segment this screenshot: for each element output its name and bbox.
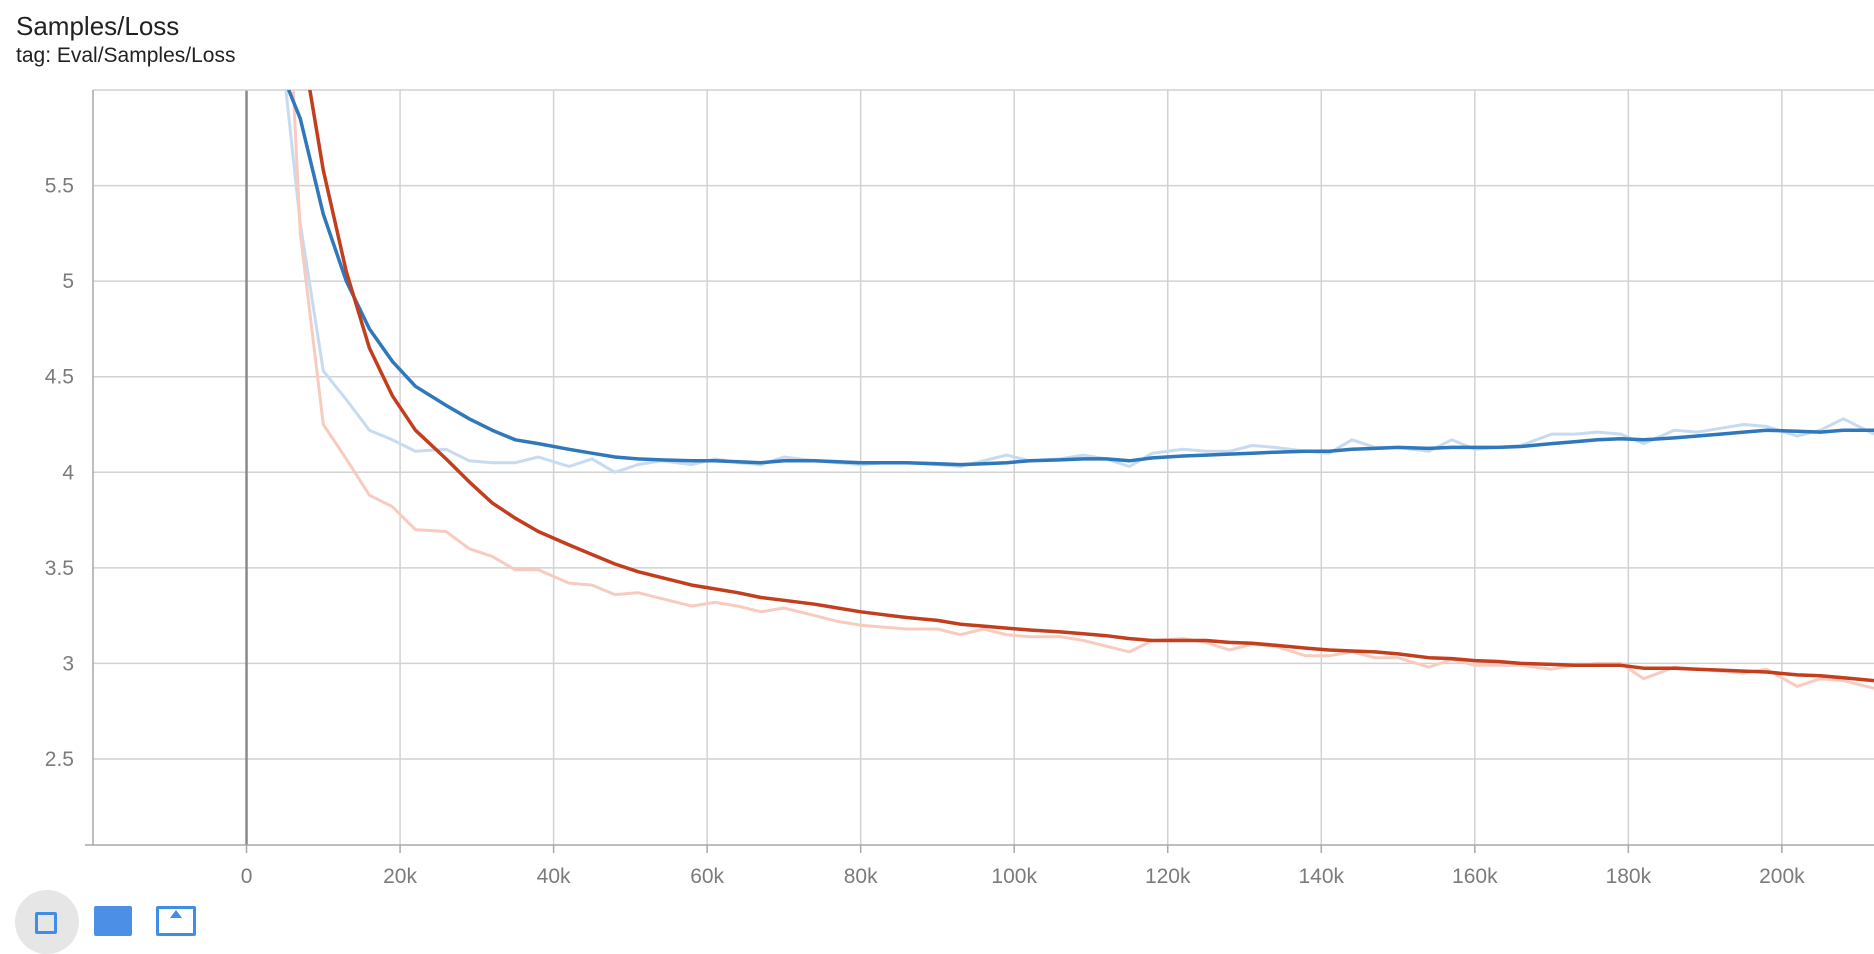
x-tick-label: 20k — [383, 865, 417, 888]
raw-series-line-2 — [291, 90, 1874, 690]
line-chart[interactable]: 2.5 3 3.5 4 4.5 5 5.5 0 20k 40k 60k 80k 100k 120k 140k… — [0, 0, 1874, 914]
y-tick-label: 3.5 — [45, 557, 74, 580]
x-tick-label: 0 — [241, 865, 253, 888]
x-tick-label: 160k — [1452, 865, 1498, 888]
download-button[interactable] — [156, 906, 196, 936]
axes — [85, 90, 1874, 853]
raw-series-line-1 — [284, 90, 1874, 474]
raw-series-layer — [284, 90, 1874, 690]
fit-to-data-button[interactable] — [15, 890, 79, 954]
grid-lines — [93, 89, 1874, 845]
x-tick-label: 200k — [1759, 865, 1805, 888]
y-tick-label: 4.5 — [45, 366, 74, 389]
x-tick-label: 60k — [690, 865, 724, 888]
x-tick-label: 180k — [1606, 865, 1652, 888]
fit-to-data-icon — [35, 912, 57, 934]
log-scale-button[interactable] — [94, 906, 132, 936]
x-tick-label: 140k — [1299, 865, 1345, 888]
smoothed-series-line-1 — [286, 90, 1874, 467]
download-icon — [170, 910, 182, 918]
x-tick-label: 100k — [991, 865, 1037, 888]
y-tick-label: 3 — [62, 652, 74, 675]
x-tick-label: 120k — [1145, 865, 1191, 888]
y-tick-label: 4 — [62, 461, 74, 484]
chart-tag: tag: Eval/Samples/Loss — [16, 44, 236, 67]
smoothed-series-line-2 — [308, 90, 1874, 683]
y-tick-label: 5.5 — [45, 175, 74, 198]
tick-labels: 2.5 3 3.5 4 4.5 5 5.5 0 20k 40k 60k 80k 100k 120k 140k… — [45, 175, 1805, 888]
chart-toolbar — [0, 886, 260, 954]
chart-title: Samples/Loss — [16, 11, 180, 41]
smoothed-series-layer — [286, 90, 1874, 683]
y-tick-label: 5 — [62, 270, 74, 293]
x-tick-label: 40k — [537, 865, 571, 888]
y-tick-label: 2.5 — [45, 748, 74, 771]
card-header: Samples/Loss tag: Eval/Samples/Loss — [16, 8, 235, 68]
x-tick-label: 80k — [844, 865, 878, 888]
